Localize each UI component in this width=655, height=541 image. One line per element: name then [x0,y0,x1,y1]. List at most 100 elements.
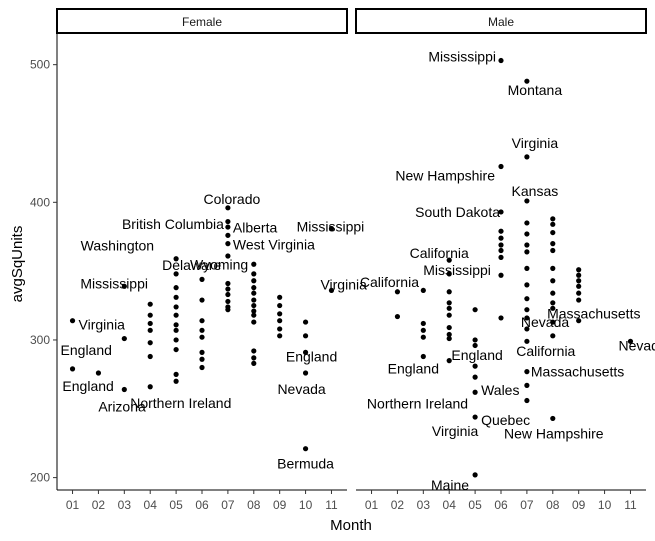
point-label: Wyoming [190,256,248,272]
data-point [524,315,530,321]
point-label: Montana [508,82,563,98]
data-point [199,327,205,333]
data-point [225,298,231,305]
data-point [173,294,179,300]
data-point [394,289,401,295]
data-point [524,282,530,288]
point-label: Kansas [512,183,559,199]
data-point [446,305,452,311]
data-point [472,337,478,343]
data-point [302,349,309,355]
data-point [225,241,231,247]
data-point [576,267,582,273]
data-point [446,312,452,318]
point-labels: Virginia England England Mississippi Arizona… [61,49,655,493]
data-point [472,342,478,349]
point-label: England [61,342,112,358]
data-point [576,290,582,296]
data-point [173,371,179,377]
data-point [472,363,478,369]
data-point [446,257,452,263]
data-point [199,297,205,303]
point-label: Virginia [320,276,367,292]
data-point [225,291,231,298]
data-point [420,334,426,340]
data-point [498,235,504,241]
point-label: Nevada [277,381,325,397]
data-point [446,358,452,364]
data-point [446,271,452,277]
y-tick-label: 300 [30,333,50,347]
data-point [225,307,231,313]
x-tick-label: 02 [391,498,405,512]
data-point [199,349,205,355]
data-point [446,335,452,342]
point-label: Virginia [79,317,126,333]
data-point [225,280,231,287]
x-tick-label: 10 [598,498,612,512]
strip-female: Female [56,8,348,34]
data-point [550,300,556,306]
point-label: South Dakota [415,204,500,220]
point-label: Quebec [481,412,530,428]
data-point [173,378,179,384]
x-tick-label: 05 [468,498,482,512]
point-label: Mississippi [428,49,496,65]
data-point [147,353,153,360]
data-point [576,278,582,284]
data-point [420,327,426,333]
data-point [446,324,452,331]
data-point [173,346,179,353]
data-point [524,397,530,404]
data-point [550,290,556,296]
data-point [472,374,478,380]
y-axis-title: avgSqUnits [9,226,26,303]
data-point [121,386,127,393]
point-label: New Hampshire [504,425,604,441]
data-point [524,220,530,226]
data-point [302,370,309,376]
point-label: Virginia [512,135,559,151]
strip-label-female: Female [182,15,222,29]
data-point [199,356,205,362]
data-point [472,307,478,313]
y-tick-label: 500 [30,58,50,72]
data-point [472,414,478,420]
data-point [173,256,179,262]
data-point [524,382,530,388]
data-point [225,253,231,259]
data-point [550,216,556,222]
point-label: Mississippi [80,275,148,291]
y-tick-label: 200 [30,471,50,485]
x-tick-label: 08 [546,498,560,512]
data-point [550,319,556,325]
data-point [251,278,257,284]
data-point [225,232,231,238]
point-label: England [286,348,337,364]
point-label: Mississippi [297,218,365,234]
data-point [524,242,530,248]
data-point [95,370,102,376]
x-tick-label: 09 [572,498,586,512]
x-tick-label: 02 [92,498,106,512]
data-point [251,290,257,296]
x-axis-title: Month [330,517,372,534]
data-point [302,333,309,339]
data-point [550,333,556,339]
data-point [550,415,556,422]
point-label: New Hampshire [395,168,495,184]
data-point [524,369,530,375]
point-label: Delaware [162,257,221,273]
x-tick-label: 03 [118,498,132,512]
data-point [173,285,179,291]
point-label: Washington [81,238,154,254]
data-point [147,312,153,318]
point-label: Mississippi [423,262,491,278]
data-point [199,364,205,371]
data-point [225,205,231,211]
data-point [576,272,582,278]
data-point [277,302,283,309]
data-point [550,247,556,254]
x-axis-ticks: 01 02 03 04 05 06 07 08 09 10 11 01 02 03 04 05 06 07 08 09… [66,490,637,512]
